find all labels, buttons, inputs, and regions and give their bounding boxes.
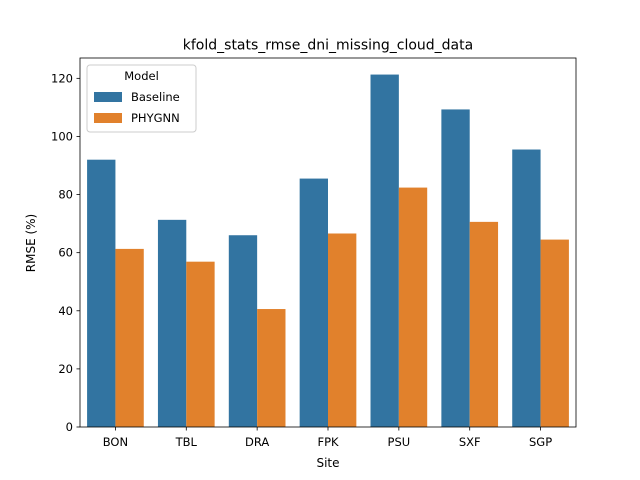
y-axis-label: RMSE (%) [24,214,38,272]
legend-title: Model [124,69,159,83]
x-tick-label: DRA [245,435,269,449]
bar-phygnn-sxf [469,221,499,427]
bar-phygnn-bon [115,248,144,427]
bar-phygnn-sgp [540,239,569,427]
bar-baseline-fpk [299,178,328,427]
bar-baseline-bon [87,159,116,427]
x-tick-label: PSU [388,435,411,449]
y-tick-label: 60 [58,246,73,260]
x-tick-label: SGP [529,435,552,449]
bar-baseline-sxf [441,109,470,428]
y-tick-label: 120 [51,71,73,85]
legend: Model Baseline PHYGNN [86,64,197,133]
bar-baseline-psu [370,74,399,428]
x-tick-label: SXF [459,435,481,449]
bar-baseline-sgp [512,149,541,427]
axes-group: 0 20 40 60 80 100 120 BON TBL DRA FPK PSU SXF SGP [51,57,577,449]
bars-group [87,74,569,428]
x-tick-label: FPK [317,435,339,449]
y-tick-label: 100 [51,129,73,143]
x-axis-label: Site [316,456,339,470]
legend-label-baseline: Baseline [131,90,180,104]
x-tick-label: BON [103,435,128,449]
bar-phygnn-psu [398,187,428,427]
legend-swatch-baseline [94,92,122,102]
bar-baseline-tbl [157,219,187,427]
bar-baseline-dra [228,235,258,427]
bar-phygnn-dra [257,309,286,427]
bar-phygnn-tbl [186,261,215,427]
y-tick-label: 80 [58,188,73,202]
x-tick-label: TBL [175,435,198,449]
chart-title: kfold_stats_rmse_dni_missing_cloud_data [183,38,473,54]
y-tick-label: 20 [58,362,73,376]
legend-label-phygnn: PHYGNN [131,111,180,125]
bar-phygnn-fpk [328,233,357,427]
legend-swatch-phygnn [94,113,122,123]
y-tick-label: 40 [58,304,73,318]
y-tick-label: 0 [66,420,73,434]
